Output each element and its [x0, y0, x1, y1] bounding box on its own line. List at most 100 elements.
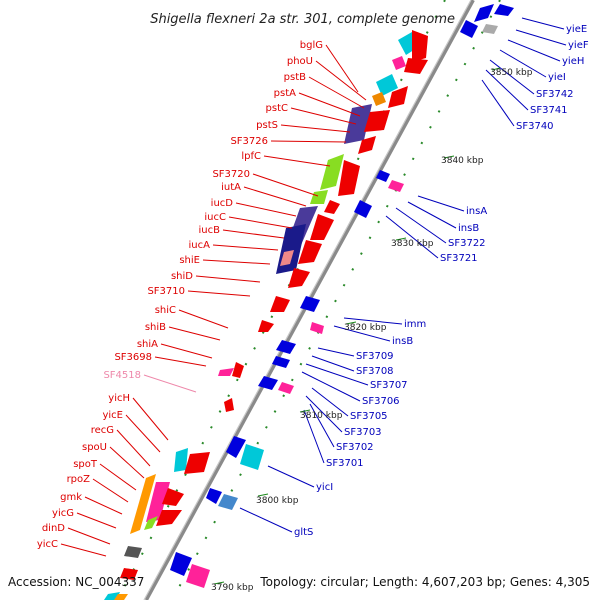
gene-label-lpfC[interactable]: lpfC [241, 151, 261, 162]
gene-label-SF4518[interactable]: SF4518 [103, 370, 141, 381]
gene-label-phoU[interactable]: phoU [287, 56, 313, 67]
gene-label-SF3710[interactable]: SF3710 [147, 286, 185, 297]
feature-iucB[interactable] [276, 224, 306, 274]
feature-rpoZ[interactable] [156, 510, 182, 526]
gene-label-shiE[interactable]: shiE [179, 255, 200, 266]
feature-lpfC-small[interactable] [358, 136, 376, 154]
feature-insA[interactable] [376, 170, 390, 182]
feature-spoT[interactable] [162, 488, 184, 506]
gene-label-shiA[interactable]: shiA [137, 339, 158, 350]
gene-label-shiC[interactable]: shiC [155, 305, 176, 316]
gene-label-iucA[interactable]: iucA [189, 240, 211, 251]
gene-label-spoU[interactable]: spoU [82, 442, 107, 453]
feature-yicC-orange[interactable] [114, 594, 128, 600]
gene-label-yieH[interactable]: yieH [562, 56, 584, 67]
gene-label-shiB[interactable]: shiB [145, 322, 166, 333]
gene-label-shiD[interactable]: shiD [171, 271, 193, 282]
feature-yieE[interactable] [474, 4, 494, 22]
feature-yieF[interactable] [494, 4, 514, 16]
feature-iutA[interactable] [324, 200, 340, 214]
gene-label-SF3698[interactable]: SF3698 [114, 352, 152, 363]
feature-gmk[interactable] [144, 516, 158, 530]
gene-label-bglG[interactable]: bglG [300, 40, 323, 51]
gene-label-SF3726[interactable]: SF3726 [230, 136, 268, 147]
gene-label-SF3741[interactable]: SF3741 [530, 105, 568, 116]
gene-label-pstA[interactable]: pstA [274, 88, 296, 99]
gene-label-iutA[interactable]: iutA [221, 182, 241, 193]
feature-yicE[interactable] [184, 452, 210, 474]
gene-label-dinD[interactable]: dinD [42, 523, 65, 534]
feature-insB[interactable] [388, 180, 404, 192]
gene-label-insB[interactable]: insB [392, 336, 413, 347]
gene-label-recG[interactable]: recG [91, 425, 114, 436]
feature-SF3698[interactable] [232, 362, 244, 378]
gene-label-SF3721[interactable]: SF3721 [440, 253, 478, 264]
gene-label-yieE[interactable]: yieE [566, 24, 587, 35]
gene-label-SF3722[interactable]: SF3722 [448, 238, 486, 249]
gene-label-yicI[interactable]: yicI [316, 482, 333, 493]
feature-shiC[interactable] [258, 320, 274, 332]
gene-label-yicE[interactable]: yicE [102, 410, 123, 421]
feature-shiA[interactable] [218, 368, 234, 376]
gene-label-SF3709[interactable]: SF3709 [356, 351, 394, 362]
gene-label-SF3703[interactable]: SF3703 [344, 427, 382, 438]
feature-yicH[interactable] [174, 448, 188, 472]
gene-label-iucD[interactable]: iucD [211, 198, 234, 209]
gene-label-spoT[interactable]: spoT [73, 459, 98, 470]
feature-iucA-pink[interactable] [280, 250, 294, 266]
feature-iucA[interactable] [298, 240, 322, 264]
feature-pstS[interactable] [388, 86, 408, 108]
feature-SF3722[interactable] [354, 200, 372, 218]
gene-label-SF3706[interactable]: SF3706 [362, 396, 400, 407]
gene-label-rpoZ[interactable]: rpoZ [67, 474, 91, 485]
gene-label-iucB[interactable]: iucB [199, 225, 221, 236]
feature-lpfC-arrow[interactable] [338, 160, 360, 196]
feature-SF3706[interactable] [278, 382, 294, 394]
feature-SF3701[interactable] [226, 436, 246, 458]
feature-iucC[interactable] [310, 214, 334, 240]
gene-label-SF3742[interactable]: SF3742 [536, 89, 574, 100]
feature-spoU[interactable] [146, 482, 170, 522]
gene-label-gltS[interactable]: gltS [294, 527, 313, 538]
gene-label-imm[interactable]: imm [404, 319, 426, 330]
gene-label-insA[interactable]: insA [466, 206, 487, 217]
feature-unlabeled-magenta[interactable] [186, 564, 210, 588]
feature-recG[interactable] [130, 474, 156, 534]
feature-pstA[interactable] [376, 74, 398, 96]
feature-yicG[interactable] [124, 546, 142, 558]
feature-SF3726[interactable] [344, 104, 372, 144]
feature-pstB[interactable] [404, 58, 428, 74]
feature-unlabeled-blue[interactable] [170, 552, 192, 576]
feature-insB-2[interactable] [276, 340, 296, 354]
feature-SF3721[interactable] [300, 296, 320, 312]
gene-label-yieF[interactable]: yieF [568, 40, 589, 51]
feature-lpfC[interactable] [320, 154, 344, 190]
feature-yieH[interactable] [460, 20, 478, 38]
feature-yieI[interactable] [482, 24, 498, 34]
feature-SF4518[interactable] [224, 398, 234, 412]
gene-label-gmk[interactable]: gmk [60, 492, 82, 503]
gene-label-yieI[interactable]: yieI [548, 72, 566, 83]
gene-label-yicC[interactable]: yicC [37, 539, 58, 550]
feature-dinD[interactable] [120, 568, 138, 580]
feature-SF3720[interactable] [310, 190, 328, 204]
gene-label-SF3702[interactable]: SF3702 [336, 442, 374, 453]
feature-yicI[interactable] [240, 444, 264, 470]
feature-bglG-arrow[interactable] [412, 30, 428, 62]
feature-SF3707[interactable] [258, 376, 278, 390]
gene-label-yicG[interactable]: yicG [52, 508, 74, 519]
gene-label-SF3701[interactable]: SF3701 [326, 458, 364, 469]
feature-pstC[interactable] [372, 92, 386, 106]
gene-label-iucC[interactable]: iucC [204, 212, 226, 223]
feature-gltS-a[interactable] [206, 488, 222, 504]
gene-label-pstB[interactable]: pstB [284, 72, 306, 83]
feature-gltS[interactable] [218, 494, 238, 510]
gene-label-SF3708[interactable]: SF3708 [356, 366, 394, 377]
gene-label-SF3720[interactable]: SF3720 [212, 169, 250, 180]
feature-imm[interactable] [310, 322, 324, 334]
feature-SF3709[interactable] [272, 356, 290, 368]
gene-label-yicH[interactable]: yicH [108, 393, 130, 404]
gene-label-pstC[interactable]: pstC [266, 103, 288, 114]
feature-phoU[interactable] [392, 56, 406, 70]
gene-label-SF3740[interactable]: SF3740 [516, 121, 554, 132]
